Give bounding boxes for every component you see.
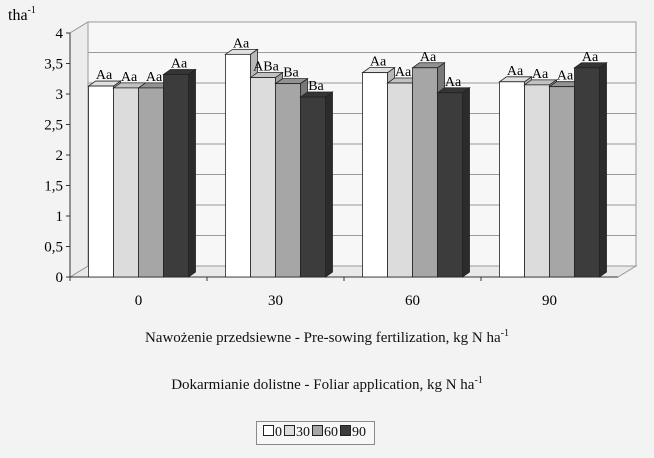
legend-label: 60: [324, 425, 338, 440]
x-tick-label: 30: [268, 293, 283, 309]
legend-label: 90: [352, 425, 366, 440]
legend: 0 30 60 90: [256, 421, 375, 445]
bar-front: [300, 96, 326, 278]
data-label: Aa: [233, 36, 250, 51]
bar-front: [88, 85, 114, 278]
y-tick-label: 0: [56, 270, 64, 286]
bar-side: [188, 68, 196, 278]
bar: [436, 87, 471, 278]
x-tick-label: 90: [542, 293, 557, 309]
bar-front: [163, 74, 189, 278]
bar-front: [225, 53, 251, 278]
data-label: Aa: [121, 70, 138, 85]
x-tick-label: 0: [135, 293, 143, 309]
legend-item: 30: [284, 425, 310, 441]
y-axis-label: tha-1: [8, 5, 36, 24]
bar-front: [275, 83, 301, 278]
bar-front: [574, 67, 600, 278]
data-label: Aa: [171, 56, 188, 71]
y-tick-label: 1: [56, 209, 64, 225]
data-label: Aa: [370, 55, 387, 70]
bars: [87, 48, 608, 278]
y-tick-label: 2,5: [44, 118, 63, 134]
data-label: Aa: [557, 69, 574, 84]
legend-label: 0: [275, 425, 282, 440]
bar-front: [412, 67, 438, 278]
bar-front: [387, 82, 413, 278]
bar-side: [599, 61, 607, 278]
side-wall: [69, 21, 89, 278]
data-label: Aa: [507, 64, 524, 79]
legend-item: 60: [312, 425, 338, 441]
legend-label: 30: [296, 425, 310, 440]
data-label: Aa: [582, 50, 599, 65]
legend-swatch: [340, 425, 351, 436]
bar-front: [524, 84, 550, 278]
legend-swatch: [284, 425, 295, 436]
data-label: Aa: [146, 70, 163, 85]
data-label: Aa: [445, 75, 462, 90]
legend-item: 0: [263, 425, 282, 441]
x-tick-label: 60: [405, 293, 420, 309]
bar-front: [138, 87, 164, 278]
x-axis-label: Nawożenie przedsiewne - Pre-sowing ferti…: [144, 328, 510, 346]
bar-side: [462, 87, 470, 278]
bar-side: [325, 91, 333, 278]
bar-front: [499, 81, 525, 278]
y-tick-label: 1,5: [44, 179, 63, 195]
data-label: Aa: [420, 50, 437, 65]
legend-item: 90: [340, 425, 366, 441]
data-label: Aa: [532, 67, 549, 82]
bar-front: [250, 77, 276, 278]
y-tick-label: 0,5: [44, 240, 63, 256]
axes: 0 0,5 1 1,5 2 2,5 3 3,5 4 0 30 60 90: [44, 26, 618, 309]
data-label: Ba: [308, 79, 324, 94]
y-tick-label: 4: [56, 26, 64, 42]
bar: [573, 61, 608, 278]
y-tick-label: 2: [56, 148, 64, 164]
bar-front: [362, 72, 388, 278]
bar-front: [549, 86, 575, 278]
y-tick-label: 3,5: [44, 57, 63, 73]
data-label: Ba: [283, 66, 299, 81]
bar: [299, 91, 334, 278]
bar: [224, 48, 259, 278]
legend-swatch: [312, 425, 323, 436]
data-label: ABa: [253, 60, 279, 75]
data-label: Aa: [395, 65, 412, 80]
bar: [162, 68, 197, 278]
series-title: Dokarmianie dolistne - Foliar applicatio…: [171, 375, 483, 393]
bar-front: [113, 87, 139, 278]
data-label: Aa: [96, 68, 113, 83]
y-tick-label: 3: [56, 87, 64, 103]
bar-front: [437, 92, 463, 278]
legend-swatch: [263, 425, 274, 436]
